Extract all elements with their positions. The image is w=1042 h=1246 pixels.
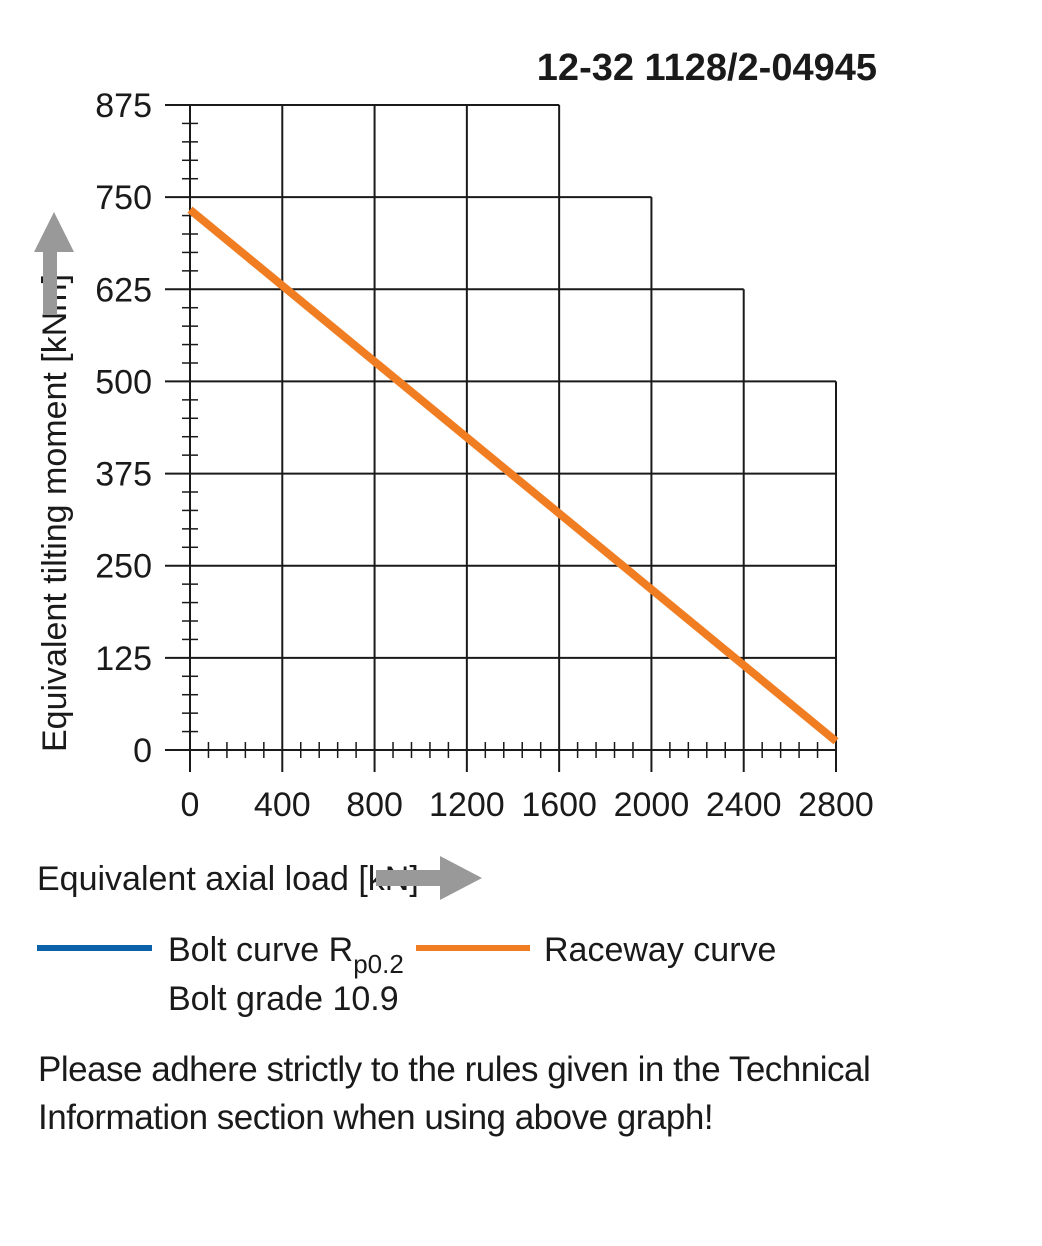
x-tick-label: 400 <box>254 786 311 824</box>
legend: Bolt curve Rp0.2 Bolt grade 10.9 Raceway… <box>37 931 776 1018</box>
y-tick-label: 250 <box>95 548 152 586</box>
x-tick-label: 0 <box>181 786 200 824</box>
series-line-raceway-curve <box>187 206 839 745</box>
legend-bolt-grade: Bolt grade 10.9 <box>168 980 399 1018</box>
legend-bolt-curve-text: Bolt curve R <box>168 931 353 969</box>
y-tick-label: 0 <box>133 732 152 770</box>
y-tick-label: 750 <box>95 179 152 217</box>
chart-title: 12-32 1128/2-04945 <box>537 47 877 89</box>
x-tick-label: 2000 <box>614 786 690 824</box>
x-tick-label: 800 <box>346 786 403 824</box>
x-tick-label: 2800 <box>798 786 874 824</box>
y-tick-label: 625 <box>95 271 152 309</box>
minor-ticks <box>182 122 819 758</box>
x-tick-label: 2400 <box>706 786 782 824</box>
series <box>187 206 839 745</box>
grid <box>165 104 837 772</box>
legend-bolt-subscript: p0.2 <box>353 949 404 979</box>
y-tick-label: 375 <box>95 456 152 494</box>
usage-note-line-2: Information section when using above gra… <box>38 1098 714 1137</box>
x-tick-labels: 0 400 800 1200 1600 2000 2400 2800 <box>181 786 874 824</box>
x-axis-label: Equivalent axial load [kN] <box>37 860 419 898</box>
x-axis-arrow-icon <box>376 856 482 900</box>
usage-note: Please adhere strictly to the rules give… <box>38 1046 938 1142</box>
legend-label-raceway-curve: Raceway curve <box>544 931 776 969</box>
x-tick-label: 1600 <box>521 786 597 824</box>
x-tick-label: 1200 <box>429 786 505 824</box>
y-tick-label: 125 <box>95 640 152 678</box>
legend-label-bolt-curve: Bolt curve Rp0.2 <box>168 931 404 979</box>
axes <box>165 104 836 772</box>
y-axis-arrow-icon <box>34 212 74 315</box>
y-tick-label: 500 <box>95 363 152 401</box>
usage-note-line-1: Please adhere strictly to the rules give… <box>38 1050 871 1089</box>
y-tick-labels: 0 125 250 375 500 625 750 875 <box>95 87 152 770</box>
y-tick-label: 875 <box>95 87 152 125</box>
y-axis-label: Equivalent tilting moment [kNm] <box>36 274 74 752</box>
